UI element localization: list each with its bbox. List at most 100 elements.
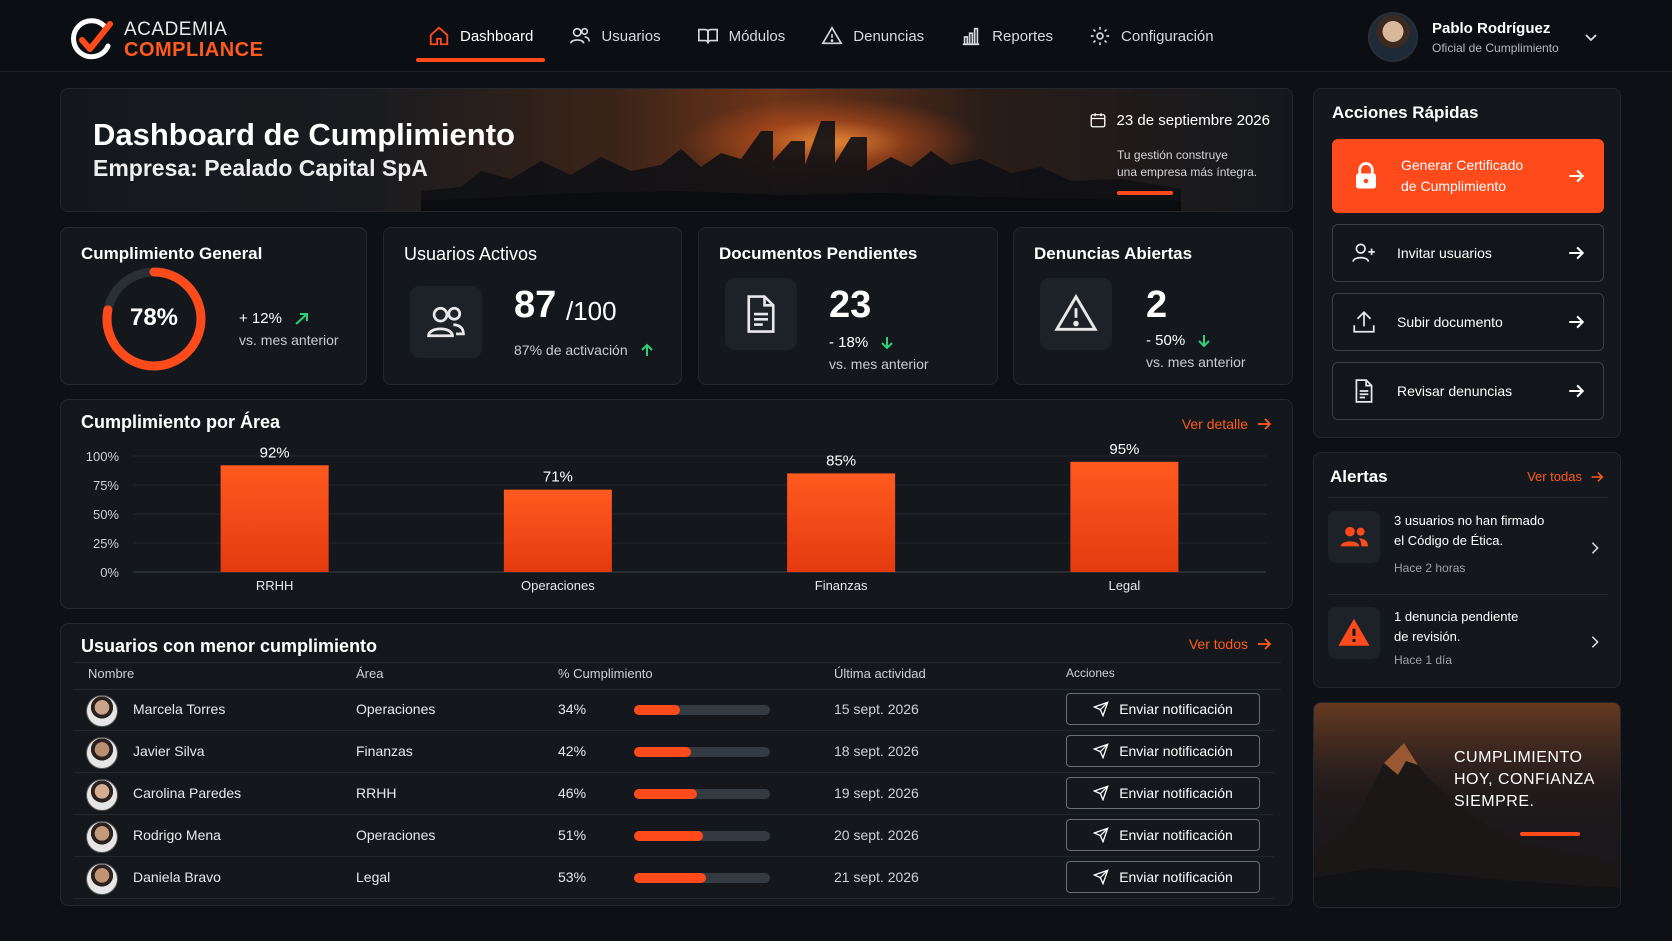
nav-configuracion[interactable]: Configuración [1071, 0, 1232, 72]
send-notification-label: Enviar notificación [1119, 869, 1233, 885]
user-last-activity: 19 sept. 2026 [834, 785, 919, 801]
arrow-down-icon [1198, 334, 1210, 347]
generate-certificate-button[interactable]: Generar Certificado de Cumplimiento [1332, 139, 1604, 213]
progress-bar [634, 705, 770, 715]
y-tick-label: 50% [93, 507, 119, 522]
lock-icon [1356, 162, 1376, 189]
alert-time: Hace 1 día [1394, 653, 1453, 667]
alerts-divider [1328, 497, 1608, 498]
date-label: 23 de septiembre 2026 [1116, 111, 1270, 129]
users-icon [427, 306, 465, 338]
invite-users-button[interactable]: Invitar usuarios [1332, 224, 1604, 282]
send-notification-label: Enviar notificación [1119, 743, 1233, 759]
brand-line-2: COMPLIANCE [124, 39, 264, 61]
bar-rrhh[interactable] [220, 465, 329, 572]
user-name: Carolina Paredes [133, 785, 242, 801]
y-tick-label: 75% [93, 478, 119, 493]
user-name: Daniela Bravo [133, 869, 221, 885]
main-nav: Dashboard Usuarios Módulos Denuncias Rep… [410, 0, 1232, 72]
chevron-down-icon[interactable] [1583, 29, 1599, 45]
nav-denuncias[interactable]: Denuncias [803, 0, 942, 72]
arrow-up-icon [640, 343, 653, 356]
warning-icon [1338, 618, 1370, 646]
send-notification-button[interactable]: Enviar notificación [1066, 693, 1260, 725]
send-notification-label: Enviar notificación [1119, 827, 1233, 843]
brand-logo[interactable]: ACADEMIA COMPLIANCE [68, 18, 263, 62]
arrow-down-icon [881, 336, 893, 349]
nav-usuarios[interactable]: Usuarios [551, 0, 678, 72]
user-role: Oficial de Cumplimiento [1432, 40, 1559, 55]
see-detail-label: Ver detalle [1181, 416, 1248, 432]
alerts-panel: Alertas Ver todas 3 usuarios no han firm… [1313, 452, 1621, 688]
nav-dashboard[interactable]: Dashboard [410, 0, 551, 72]
bar-value-label: 85% [826, 452, 856, 469]
users-icon [570, 27, 591, 44]
alert-item[interactable]: 1 denuncia pendiente de revisión. Hace 1… [1328, 601, 1608, 683]
compliance-ring [102, 267, 206, 371]
brand-line-1: ACADEMIA [124, 19, 228, 40]
nav-label-usuarios: Usuarios [601, 27, 661, 45]
user-pct: 46% [558, 785, 587, 801]
header-divider [73, 689, 1281, 690]
user-menu[interactable]: Pablo Rodríguez Oficial de Cumplimiento [1368, 12, 1599, 62]
promo-accent-line [1520, 832, 1580, 836]
send-notification-button[interactable]: Enviar notificación [1066, 735, 1260, 767]
reports-note: vs. mes anterior [1146, 354, 1246, 370]
table-row: Carolina Paredes RRHH 46% 19 sept. 2026 Envi… [74, 773, 1274, 815]
progress-bar [634, 873, 770, 883]
send-notification-button[interactable]: Enviar notificación [1066, 861, 1260, 893]
arrow-right-icon [1569, 315, 1585, 329]
see-all-alerts-link[interactable]: Ver todas [1527, 469, 1604, 484]
send-notification-button[interactable]: Enviar notificación [1066, 777, 1260, 809]
bar-operaciones[interactable] [503, 489, 612, 572]
see-detail-link[interactable]: Ver detalle [1182, 416, 1272, 432]
send-notification-button[interactable]: Enviar notificación [1066, 819, 1260, 851]
user-last-activity: 18 sept. 2026 [834, 743, 919, 759]
trend-up-icon [295, 312, 308, 325]
see-all-users-link[interactable]: Ver todos [1189, 636, 1272, 652]
arrow-right-icon [1569, 384, 1585, 398]
general-note: vs. mes anterior [239, 332, 339, 348]
nav-label-configuracion: Configuración [1121, 27, 1214, 45]
progress-bar [634, 747, 770, 757]
hero-quote: Tu gestión construye una empresa más ínt… [1117, 147, 1287, 181]
user-name: Javier Silva [133, 743, 205, 759]
activation-text: 87% de activación [514, 342, 628, 358]
progress-bar [634, 831, 770, 841]
alert-text-2: de revisión. [1394, 629, 1461, 644]
compliance-value: 78% [129, 304, 179, 331]
col-header-actions: Acciones [1066, 666, 1115, 680]
user-area: Operaciones [356, 701, 436, 717]
nav-reportes[interactable]: Reportes [942, 0, 1071, 72]
low-panel-title: Usuarios con menor cumplimiento [81, 636, 378, 656]
bar-value-label: 95% [1109, 441, 1139, 458]
logo-icon [71, 18, 113, 60]
document-icon-box [725, 278, 797, 350]
bar-finanzas[interactable] [787, 473, 896, 572]
current-date: 23 de septiembre 2026 [1089, 111, 1270, 129]
quick-actions-title: Acciones Rápidas [1332, 103, 1479, 122]
col-header-activity: Última actividad [834, 666, 926, 681]
user-avatar [86, 863, 118, 895]
company-name: Empresa: Pealado Capital SpA [93, 155, 428, 181]
invite-users-label: Invitar usuarios [1397, 245, 1492, 261]
alert-item[interactable]: 3 usuarios no han firmado el Código de É… [1328, 505, 1608, 595]
arrow-right-icon [1569, 169, 1585, 183]
user-name: Rodrigo Mena [133, 827, 221, 843]
upload-document-button[interactable]: Subir documento [1332, 293, 1604, 351]
see-all-alerts-label: Ver todas [1527, 469, 1582, 484]
warning-icon [1054, 293, 1098, 331]
nav-modulos[interactable]: Módulos [679, 0, 804, 72]
document-icon [747, 295, 775, 333]
user-name: Pablo Rodríguez [1432, 19, 1551, 37]
review-reports-label: Revisar denuncias [1397, 383, 1513, 399]
user-last-activity: 15 sept. 2026 [834, 701, 919, 717]
user-area: Legal [356, 869, 391, 885]
user-name: Marcela Torres [133, 701, 226, 717]
bar-legal[interactable] [1070, 461, 1179, 572]
alert-text-2: el Código de Ética. [1394, 533, 1504, 548]
user-pct: 34% [558, 701, 587, 717]
user-avatar [86, 821, 118, 853]
home-icon [429, 26, 449, 46]
review-reports-button[interactable]: Revisar denuncias [1332, 362, 1604, 420]
